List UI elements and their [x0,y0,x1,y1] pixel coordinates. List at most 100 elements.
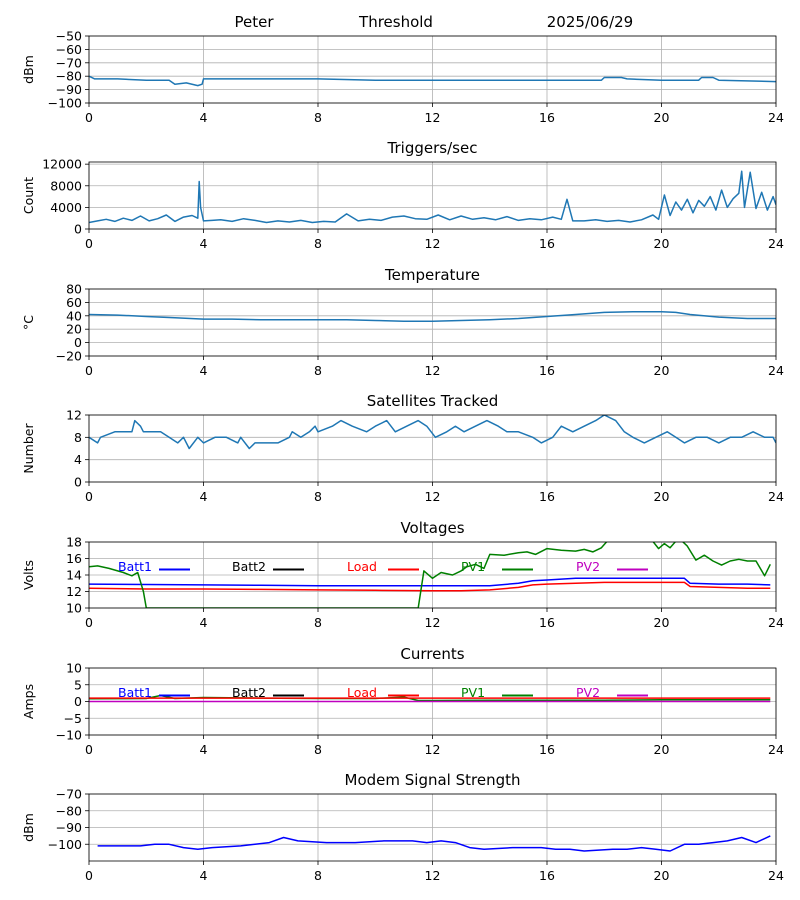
y-axis-label: dBm [21,813,36,842]
series-line-threshold [89,75,776,87]
x-tick-label: 16 [539,489,555,504]
y-tick-label: −70 [56,55,82,70]
y-tick-label: −60 [56,42,82,57]
y-tick-label: 0 [74,335,82,350]
x-tick-label: 16 [539,236,555,251]
y-tick-label: 8 [74,430,82,445]
x-tick-label: 4 [200,742,208,757]
chart-modem: 0 4 8 12 16 20 24 −100 −90 −80−70 Modem Signal Str… [21,771,784,883]
x-tick-label: 20 [654,236,670,251]
x-tick-label: 20 [654,110,670,125]
x-tick-label: 4 [200,110,208,125]
legend-label-pv2: PV2 [576,685,600,700]
x-tick-label: 24 [768,868,784,883]
series-group [89,75,776,87]
y-tick-label: 10 [66,601,82,616]
x-tick-label: 20 [654,615,670,630]
x-tick-label: 0 [85,236,93,251]
series-group [89,311,776,322]
series-group [89,694,771,703]
x-tick-label: 16 [539,868,555,883]
x-tick-label: 0 [85,868,93,883]
chart-title: Satellites Tracked [367,392,498,410]
y-tick-label: 12 [66,408,82,423]
y-tick-label: 0 [74,694,82,709]
y-tick-label: −100 [48,96,82,111]
legend-label-load: Load [347,559,377,574]
x-tick-label: 4 [200,615,208,630]
y-tick-label: 0 [74,222,82,237]
y-axis-label: dBm [21,55,36,84]
chart-title: Triggers/sec [387,139,478,157]
series-line-satellites [89,415,776,450]
y-tick-label: −100 [48,837,82,852]
series-group [97,835,771,852]
legend-label-batt1: Batt1 [118,685,152,700]
y-tick-label: 0 [74,475,82,490]
y-tick-label: −10 [56,728,82,743]
x-tick-label: 0 [85,742,93,757]
x-tick-label: 16 [539,742,555,757]
y-tick-label: 12000 [42,157,82,172]
x-tick-label: 4 [200,363,208,378]
chart-title: Currents [400,645,464,663]
legend-label-pv1: PV1 [461,685,485,700]
y-tick-label: 12 [66,584,82,599]
y-tick-label: −90 [56,820,82,835]
x-tick-label: 8 [314,742,322,757]
y-tick-label: 18 [66,535,82,550]
x-tick-label: 24 [768,742,784,757]
x-tick-label: 20 [654,363,670,378]
legend-label-pv1: PV1 [461,559,485,574]
x-tick-label: 12 [425,615,441,630]
header-date: 2025/06/29 [547,13,633,31]
y-axis-label: Amps [21,684,36,719]
y-axis-label: Count [21,177,36,214]
x-tick-label: 24 [768,363,784,378]
x-tick-label: 12 [425,489,441,504]
y-tick-label: 14 [66,568,82,583]
legend-label-batt2: Batt2 [232,559,266,574]
x-tick-label: 24 [768,489,784,504]
x-tick-label: 12 [425,363,441,378]
x-tick-label: 4 [200,489,208,504]
x-tick-label: 16 [539,615,555,630]
series-line-load [89,581,771,592]
y-tick-label: 40 [66,308,82,323]
series-group [89,415,776,450]
series-line-modem [97,835,771,852]
y-axis-label: °C [21,315,36,330]
chart-triggers: 0 4 8 12 16 20 24 0 4000 8000 12000 Triggers/sec Cou… [21,139,784,251]
y-tick-label: 8000 [50,178,82,193]
legend: Batt1 Batt2 Load PV1 PV2 [118,685,648,700]
y-tick-label: −5 [64,711,82,726]
legend-label-batt1: Batt1 [118,559,152,574]
x-tick-label: 0 [85,363,93,378]
chart-title: Voltages [400,519,464,537]
series-line-pv1 [89,542,771,608]
x-tick-label: 8 [314,489,322,504]
legend-label-batt2: Batt2 [232,685,266,700]
y-tick-label: −80 [56,69,82,84]
x-tick-label: 8 [314,615,322,630]
x-tick-label: 8 [314,236,322,251]
series-line-batt1 [89,577,771,587]
y-axis-label: Volts [21,560,36,590]
y-tick-label: 5 [74,677,82,692]
x-tick-label: 12 [425,742,441,757]
x-tick-label: 24 [768,110,784,125]
x-tick-label: 8 [314,363,322,378]
legend-label-pv2: PV2 [576,559,600,574]
series-line-temperature [89,311,776,322]
x-tick-label: 12 [425,110,441,125]
x-tick-label: 16 [539,110,555,125]
y-tick-label: −80 [56,803,82,818]
y-tick-label: 10 [66,661,82,676]
x-tick-label: 20 [654,868,670,883]
x-tick-label: 24 [768,615,784,630]
x-tick-label: 16 [539,363,555,378]
